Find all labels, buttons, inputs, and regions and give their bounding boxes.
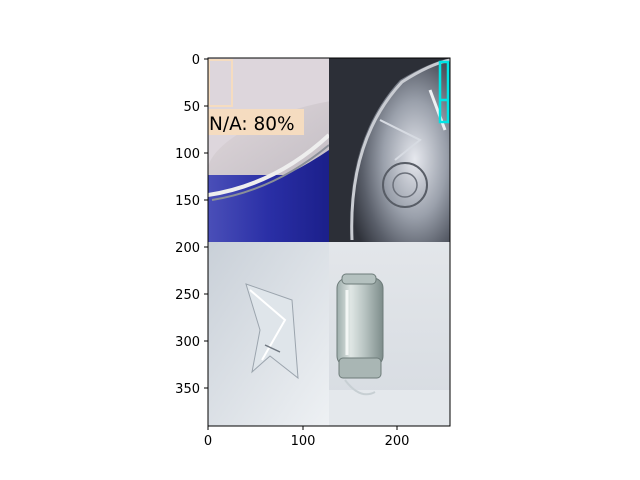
- y-axis: 0 50 100 150 200 250 300 350: [175, 53, 208, 397]
- y-tick-label: 100: [175, 147, 200, 162]
- tile-foil-lid: [329, 58, 450, 242]
- y-tick-label: 300: [175, 335, 200, 350]
- x-axis: 0 100 200: [204, 426, 410, 449]
- detection-cyan: [438, 60, 450, 124]
- y-tick-label: 50: [183, 100, 200, 115]
- y-tick-label: 150: [175, 194, 200, 209]
- x-tick-label: 200: [385, 434, 410, 449]
- y-tick-label: 0: [192, 53, 200, 68]
- x-tick-label: 0: [204, 434, 212, 449]
- detection-box: [208, 59, 233, 107]
- detection-label: N/A: 80%: [209, 114, 295, 135]
- axes-frame: [207, 57, 451, 427]
- image-grid: [208, 58, 450, 426]
- detection-label-bg: [208, 109, 304, 135]
- x-tick-label: 100: [291, 434, 316, 449]
- detection-na: N/A: 80%: [208, 59, 304, 135]
- detection-box: [438, 60, 450, 124]
- y-tick-label: 350: [175, 382, 200, 397]
- y-tick-label: 250: [175, 288, 200, 303]
- tile-plastic-film: [208, 242, 329, 426]
- tile-glass-jar: [329, 242, 450, 426]
- y-tick-label: 200: [175, 241, 200, 256]
